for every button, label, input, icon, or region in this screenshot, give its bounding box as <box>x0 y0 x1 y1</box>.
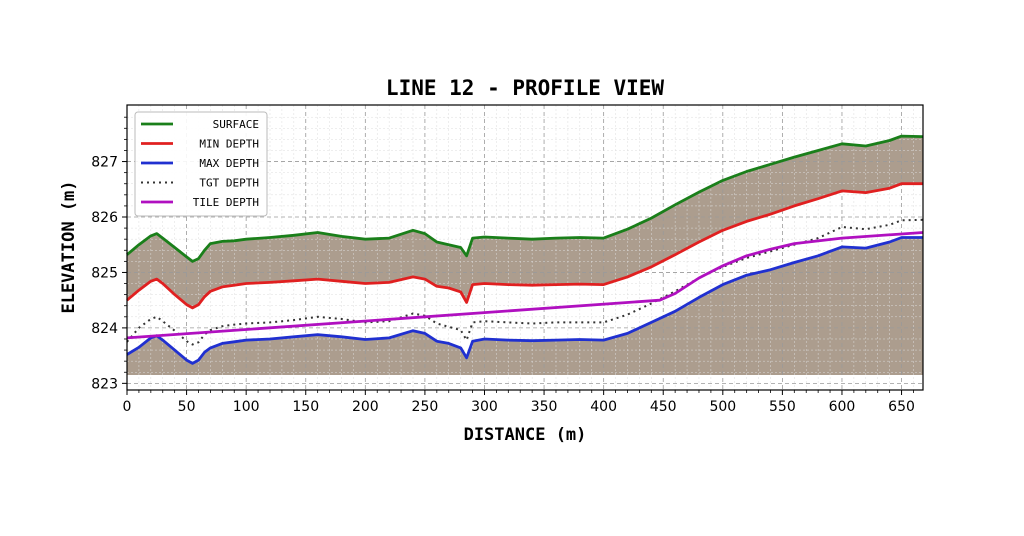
legend-box <box>134 111 268 217</box>
y-tick-label: 825 <box>91 265 118 281</box>
y-tick-label: 824 <box>91 321 118 337</box>
plot-frame <box>126 104 924 391</box>
series-layer <box>126 134 924 365</box>
y-tick-label: 826 <box>91 210 118 226</box>
y-axis-label: ELEVATION (m) <box>59 180 79 313</box>
x-tick-label: 300 <box>471 399 498 415</box>
legend-label: TGT DEPTH <box>199 177 259 190</box>
x-tick-label: 150 <box>292 399 319 415</box>
series-line-tgt-depth <box>126 218 924 346</box>
legend-label: MIN DEPTH <box>199 138 259 151</box>
x-tick-label: 50 <box>178 399 196 415</box>
fill-layer <box>127 136 923 375</box>
series-line-surface <box>126 134 924 263</box>
x-tick-label: 450 <box>650 399 677 415</box>
x-tick-label: 350 <box>531 399 558 415</box>
x-tick-label: 0 <box>123 399 132 415</box>
x-axis: 0 50 100 150 200 250 300 350 400 450 500 550 600 650 <box>123 390 915 415</box>
series-line-max-depth <box>126 236 923 365</box>
legend: SURFACE MIN DEPTH MAX DEPTH TGT DEPTH TILE D… <box>134 111 268 217</box>
fill-below-max-depth <box>127 237 923 375</box>
x-tick-label: 200 <box>352 399 379 415</box>
x-tick-label: 500 <box>709 399 736 415</box>
fill-surface-to-min-depth <box>127 136 923 308</box>
series-line-min-depth <box>126 182 923 310</box>
series-line-tile-depth <box>126 231 924 340</box>
legend-label: TILE DEPTH <box>193 196 259 209</box>
y-tick-label: 827 <box>91 155 118 171</box>
x-tick-label: 600 <box>829 399 856 415</box>
x-tick-label: 400 <box>590 399 617 415</box>
y-tick-label: 823 <box>91 376 118 392</box>
x-axis-label: DISTANCE (m) <box>464 425 587 445</box>
x-tick-label: 650 <box>888 399 915 415</box>
legend-label: SURFACE <box>213 118 259 131</box>
legend-label: MAX DEPTH <box>199 157 259 170</box>
chart-title: LINE 12 - PROFILE VIEW <box>386 76 665 100</box>
y-axis: 823 824 825 826 827 <box>91 116 127 392</box>
x-tick-label: 250 <box>412 399 439 415</box>
x-tick-label: 550 <box>769 399 796 415</box>
grid <box>127 105 923 390</box>
x-tick-label: 100 <box>233 399 260 415</box>
